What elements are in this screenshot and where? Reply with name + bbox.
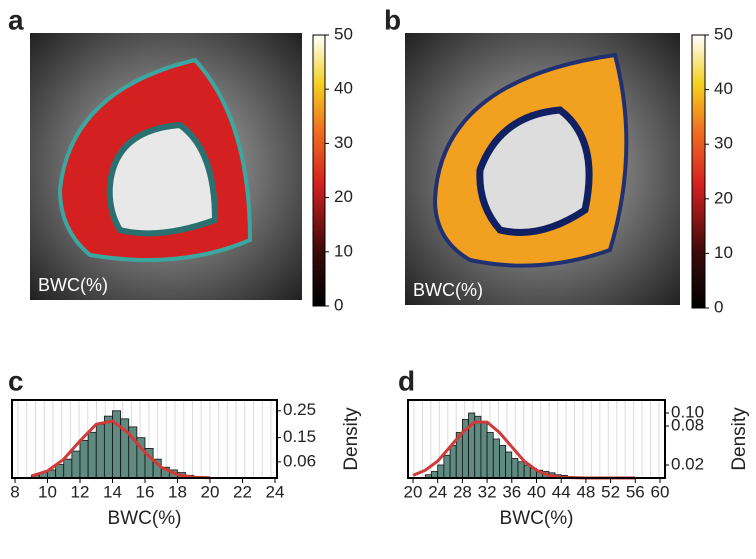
bar xyxy=(517,461,525,479)
y-tick-label: 0.10 xyxy=(671,402,704,421)
density-curve xyxy=(412,420,636,480)
x-tick-label: 32 xyxy=(478,482,497,501)
y-tick-label: 0.08 xyxy=(671,415,704,434)
x-tick-label: 12 xyxy=(71,482,90,501)
x-tick-label: 28 xyxy=(453,482,472,501)
x-axis-label: BWC(%) xyxy=(108,508,182,529)
bar xyxy=(499,445,507,479)
y-axis-label: Density xyxy=(729,407,750,471)
colorbar-tick-label: 10 xyxy=(334,241,353,260)
colorbar-tick-label: 0 xyxy=(714,297,723,316)
panel-label: c xyxy=(8,365,24,396)
colorbar-tick-label: 30 xyxy=(334,133,353,152)
bar xyxy=(480,422,488,479)
y-tick-label: 0.15 xyxy=(283,427,316,446)
x-tick-label: 52 xyxy=(601,482,620,501)
x-tick-label: 22 xyxy=(233,482,252,501)
bar xyxy=(505,451,513,479)
bar xyxy=(63,458,73,479)
colorbar xyxy=(312,34,326,307)
x-tick-label: 56 xyxy=(626,482,645,501)
x-tick-label: 48 xyxy=(576,482,595,501)
density-curve xyxy=(30,419,211,480)
colorbar-tick-label: 40 xyxy=(334,79,353,98)
x-tick-label: 44 xyxy=(552,482,571,501)
panel-label: a xyxy=(8,4,24,35)
mri-b xyxy=(405,33,680,305)
colorbar-tick-label: 0 xyxy=(334,295,343,314)
mri-a xyxy=(30,33,302,300)
x-tick-label: 8 xyxy=(10,482,19,501)
y-axis-label: Density xyxy=(341,407,362,471)
bar xyxy=(511,458,519,479)
colorbar-tick-label: 20 xyxy=(334,187,353,206)
y-tick-label: 0.25 xyxy=(283,400,316,419)
x-tick-label: 40 xyxy=(527,482,546,501)
x-axis-label: BWC(%) xyxy=(500,508,574,529)
bar xyxy=(443,454,451,479)
x-tick-label: 24 xyxy=(428,482,447,501)
bar xyxy=(71,450,81,479)
panel-label: b xyxy=(384,4,401,35)
image-label: BWC(%) xyxy=(413,280,483,300)
panel-label: d xyxy=(398,365,415,396)
bar xyxy=(474,415,482,479)
colorbar-tick-label: 40 xyxy=(714,79,733,98)
x-tick-label: 14 xyxy=(103,482,122,501)
colorbar-tick-label: 50 xyxy=(714,24,733,43)
y-tick-label: 0.06 xyxy=(283,451,316,470)
colorbar-tick-label: 10 xyxy=(714,243,733,262)
x-tick-label: 60 xyxy=(651,482,670,501)
x-tick-label: 16 xyxy=(136,482,155,501)
bar xyxy=(523,464,531,479)
bar xyxy=(87,431,97,479)
x-tick-label: 36 xyxy=(502,482,521,501)
bar xyxy=(103,415,113,479)
colorbar-tick-label: 50 xyxy=(334,24,353,43)
bar xyxy=(437,464,445,479)
x-tick-label: 24 xyxy=(266,482,285,501)
bar xyxy=(95,423,105,479)
x-tick-label: 18 xyxy=(168,482,187,501)
bar xyxy=(79,439,89,479)
image-label: BWC(%) xyxy=(38,275,108,295)
colorbar-tick-label: 20 xyxy=(714,188,733,207)
y-tick-label: 0.02 xyxy=(671,454,704,473)
bar xyxy=(492,438,500,479)
colorbar-tick-label: 30 xyxy=(714,134,733,153)
x-tick-label: 20 xyxy=(201,482,220,501)
x-tick-label: 10 xyxy=(38,482,57,501)
bar xyxy=(55,464,65,479)
x-tick-label: 20 xyxy=(404,482,423,501)
bar xyxy=(449,445,457,479)
colorbar xyxy=(691,34,706,309)
bar xyxy=(486,432,494,479)
